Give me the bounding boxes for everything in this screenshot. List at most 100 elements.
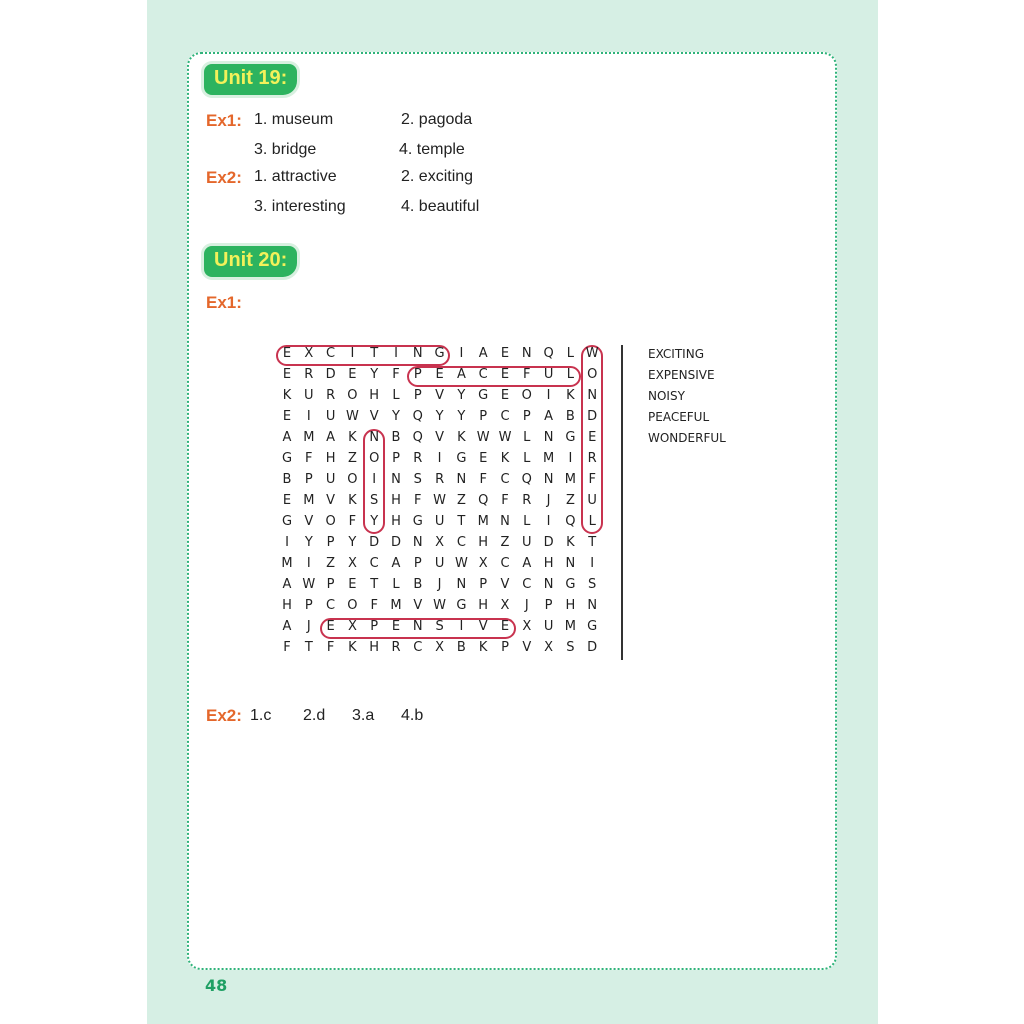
u20-ex2-answer: 3.a [352,707,375,724]
grid-letter: P [413,388,422,403]
grid-letter: N [521,346,532,361]
grid-letter: J [546,493,551,508]
grid-letter: B [413,577,423,592]
grid-letter: B [456,640,466,655]
grid-letter: G [434,346,445,361]
grid-letter: N [369,430,380,445]
grid-letter: X [435,535,445,550]
grid-letter: V [413,598,423,613]
u19-ex1-label: Ex1: [206,111,242,130]
word-list-item: NOISY [648,389,685,403]
grid-letter: A [478,346,488,361]
grid-letter: G [565,577,576,592]
grid-letter: W [585,346,599,361]
grid-letter: I [459,346,464,361]
grid-letter: D [369,535,380,550]
grid-letter: M [303,493,315,508]
grid-letter: O [521,388,532,403]
grid-letter: N [500,514,510,529]
grid-letter: U [522,535,532,550]
grid-letter: M [281,556,293,571]
grid-letter: W [498,430,512,445]
u20-ex1-label: Ex1: [206,293,242,312]
grid-letter: R [391,640,401,655]
grid-letter: E [500,346,510,361]
grid-letter: X [347,619,357,634]
grid-letter: Z [565,493,575,508]
grid-letter: S [566,640,575,655]
grid-letter: K [457,430,466,445]
grid-letter: O [325,514,336,529]
u19-ex2-answer: 4. beautiful [401,198,480,215]
grid-letter: X [544,640,554,655]
grid-letter: L [588,514,596,529]
word-list-item: PEACEFUL [648,410,710,424]
grid-letter: R [304,367,314,382]
grid-letter: S [435,619,444,634]
grid-letter: F [414,493,422,508]
grid-letter: H [565,598,576,613]
u20-ex2-answer: 2.d [303,707,326,724]
grid-letter: V [435,388,445,403]
word-list-item: WONDERFUL [648,431,726,445]
grid-letter: B [391,430,401,445]
u20-ex2-answer: 4.b [401,707,424,724]
grid-letter: J [524,598,529,613]
grid-letter: F [305,451,313,466]
grid-letter: I [437,451,442,466]
grid-letter: K [566,388,575,403]
grid-letter: G [281,451,293,466]
grid-letter: P [479,409,488,424]
u19-ex2-answer: 1. attractive [254,168,337,185]
grid-letter: S [413,472,422,487]
grid-letter: C [369,556,379,571]
grid-letter: E [282,367,292,382]
grid-letter: F [370,598,378,613]
page-number: 48 [205,976,228,995]
grid-letter: C [500,556,510,571]
grid-letter: P [479,577,488,592]
grid-letter: M [477,514,489,529]
grid-letter: P [522,409,531,424]
grid-letter: A [456,367,466,382]
grid-letter: F [348,514,357,529]
grid-letter: N [543,430,554,445]
grid-letter: X [522,619,532,634]
grid-letter: U [325,409,336,424]
grid-letter: Q [412,409,423,424]
grid-letter: G [412,514,423,529]
grid-letter: X [500,598,510,613]
grid-letter: T [304,640,313,655]
grid-letter: E [479,451,488,466]
grid-letter: O [347,472,358,487]
grid-letter: P [326,577,335,592]
answer-card [187,52,837,970]
grid-letter: Z [347,451,357,466]
grid-letter: N [412,346,423,361]
grid-letter: I [394,346,398,361]
grid-letter: P [413,367,422,382]
grid-letter: Z [456,493,466,508]
grid-letter: U [434,514,445,529]
grid-letter: M [564,619,576,634]
grid-letter: G [456,598,467,613]
u20-ex2-label: Ex2: [206,706,242,725]
grid-letter: Q [543,346,554,361]
grid-letter: P [413,556,422,571]
grid-letter: J [306,619,311,634]
grid-letter: D [587,640,598,655]
highlight-wonderful [581,345,603,534]
u19-ex2-answer: 2. exciting [401,168,474,185]
unit-19-badge: Unit 19: [204,64,298,95]
grid-letter: X [347,556,357,571]
grid-letter: B [565,409,575,424]
grid-letter: U [434,556,445,571]
grid-letter: S [588,577,597,592]
grid-letter: Y [370,514,379,529]
grid-letter: E [435,367,444,382]
grid-letter: K [348,430,357,445]
grid-letter: E [326,619,335,634]
grid-letter: C [326,598,336,613]
u19-ex1-answer: 1. museum [254,111,334,128]
grid-letter: G [587,619,598,634]
